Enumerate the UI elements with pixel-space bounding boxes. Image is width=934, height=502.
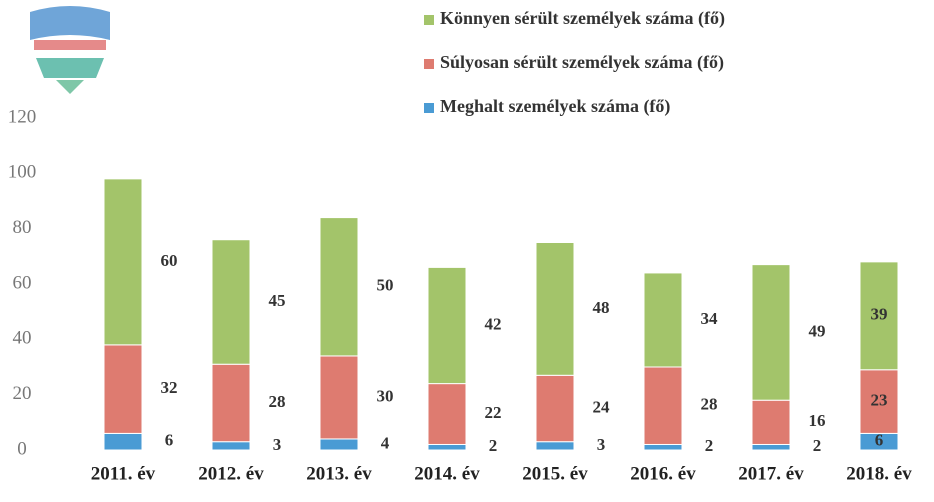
x-tick-label: 2014. év [414,463,480,484]
x-tick-label: 2012. év [198,463,264,484]
y-tick-label: 0 [17,438,27,459]
value-label: 16 [809,411,826,430]
x-tick-label: 2013. év [306,463,372,484]
y-tick-label: 20 [13,383,32,404]
value-label: 60 [161,251,178,270]
value-label: 30 [377,386,394,405]
bar-segment [427,383,467,445]
value-label: 32 [161,378,178,397]
bar-segment [859,261,899,371]
bar-segment [751,443,791,451]
value-label: 6 [875,431,884,450]
bar-segment [211,441,251,451]
logo [30,6,110,94]
legend-swatch [424,15,434,25]
logo-top [30,6,110,40]
logo-stripe [34,40,106,50]
value-label: 28 [269,392,286,411]
value-label: 3 [597,435,606,454]
value-label: 28 [701,395,718,414]
x-tick-label: 2017. év [738,463,804,484]
value-label: 50 [377,276,394,295]
legend-label: Könnyen sérült személyek száma (fő) [440,8,725,29]
y-tick-label: 40 [13,328,32,349]
bar-segment [859,369,899,434]
value-label: 2 [813,436,822,455]
value-label: 22 [485,403,502,422]
bar-segment [535,242,575,376]
value-label: 6 [165,431,174,450]
value-label: 42 [485,314,502,333]
bar-segment [103,344,143,434]
bar-segment [751,399,791,445]
legend: Könnyen sérült személyek száma (fő) Súlyo… [424,8,725,117]
value-label: 24 [593,397,611,416]
bar-segment [751,264,791,401]
y-tick-label: 120 [8,106,37,127]
bar-segment [319,438,359,451]
value-label: 23 [871,390,888,409]
bar-segment [643,272,683,368]
bar-segment [427,443,467,451]
value-label: 48 [593,298,610,317]
value-label: 34 [701,309,719,328]
x-tick-label: 2018. év [846,463,912,484]
bar-segment [535,441,575,451]
bar-segment [643,366,683,445]
value-label: 39 [871,305,888,324]
y-tick-label: 80 [13,217,32,238]
bar-segment [319,355,359,440]
legend-swatch [424,59,434,69]
bar-segment [211,363,251,443]
legend-swatch [424,103,434,113]
bar-segment [643,443,683,451]
logo-bottom [36,58,104,78]
value-label: 4 [381,433,390,452]
bar-segment [535,374,575,443]
legend-label: Meghalt személyek száma (fő) [440,96,670,117]
value-label: 2 [489,436,498,455]
value-label: 49 [809,321,826,340]
value-label: 3 [273,435,282,454]
bar-segment [103,432,143,451]
bar-segment [211,239,251,365]
x-tick-label: 2016. év [630,463,696,484]
y-tick-label: 60 [13,272,32,293]
bar-segment [427,266,467,385]
logo-tip [56,80,84,94]
y-tick-label: 100 [8,162,37,183]
x-tick-label: 2015. év [522,463,588,484]
legend-label: Súlyosan sérült személyek száma (fő) [440,52,724,73]
bar-segment [103,178,143,346]
x-tick-label: 2011. év [91,463,156,484]
bar-segment [319,217,359,357]
value-label: 45 [269,291,286,310]
value-label: 2 [705,436,714,455]
